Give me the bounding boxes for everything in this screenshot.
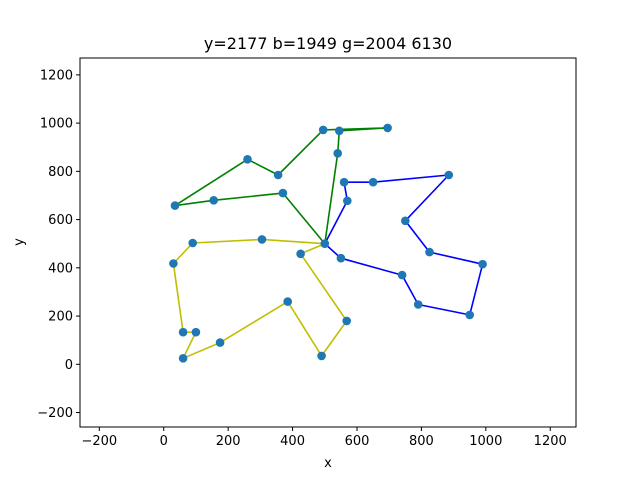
y-tick-label: 1000 — [40, 117, 73, 132]
city-point — [339, 177, 349, 187]
city-point — [296, 249, 305, 259]
y-tick-label: −200 — [37, 406, 73, 421]
city-point — [178, 327, 188, 337]
x-tick-label: 600 — [345, 434, 370, 449]
city-point — [273, 170, 283, 180]
x-tick-label: 400 — [280, 434, 305, 449]
chart-title: y=2177 b=1949 g=2004 6130 — [204, 34, 452, 53]
city-point — [257, 235, 267, 244]
y-tick-label: 1200 — [40, 68, 73, 83]
city-point — [413, 300, 423, 309]
city-point — [383, 123, 392, 133]
city-point — [170, 201, 180, 210]
city-point — [283, 297, 293, 306]
city-point — [188, 238, 197, 248]
y-axis-ticks: −200 0 200 400 600 800 1000 1200 — [37, 68, 80, 421]
city-point — [425, 247, 434, 257]
x-axis-label: x — [324, 456, 332, 471]
city-point — [478, 259, 487, 269]
city-point — [401, 216, 410, 226]
plot-frame — [79, 57, 577, 428]
city-point — [397, 270, 407, 280]
x-tick-label: 0 — [160, 434, 168, 449]
y-tick-label: 0 — [65, 358, 73, 373]
y-tick-label: 200 — [48, 310, 73, 325]
city-point — [368, 177, 378, 187]
x-tick-label: 200 — [216, 434, 241, 449]
city-point — [335, 126, 344, 136]
city-point — [178, 354, 188, 363]
city-point — [342, 316, 352, 326]
city-point — [243, 155, 252, 164]
city-point — [215, 338, 225, 347]
y-tick-label: 400 — [48, 261, 73, 276]
city-point — [444, 170, 454, 180]
x-tick-label: 1000 — [469, 434, 502, 449]
city-point — [317, 351, 326, 361]
city-point — [209, 196, 218, 205]
y-tick-label: 600 — [48, 213, 73, 228]
x-tick-label: 1200 — [534, 434, 567, 449]
city-point — [320, 239, 330, 248]
y-tick-label: 800 — [48, 165, 73, 180]
y-axis-label: y — [12, 238, 27, 246]
city-point — [343, 196, 352, 206]
x-axis-ticks: −200 0 200 400 600 800 1000 1200 — [81, 427, 567, 449]
x-tick-label: 800 — [409, 434, 434, 449]
city-point — [169, 259, 178, 268]
x-tick-label: −200 — [81, 434, 117, 449]
city-point — [465, 310, 475, 320]
city-point — [278, 188, 288, 198]
city-point — [191, 327, 201, 337]
city-point — [336, 253, 346, 263]
city-point — [333, 149, 343, 158]
city-point — [318, 125, 328, 135]
city-points — [169, 123, 487, 363]
